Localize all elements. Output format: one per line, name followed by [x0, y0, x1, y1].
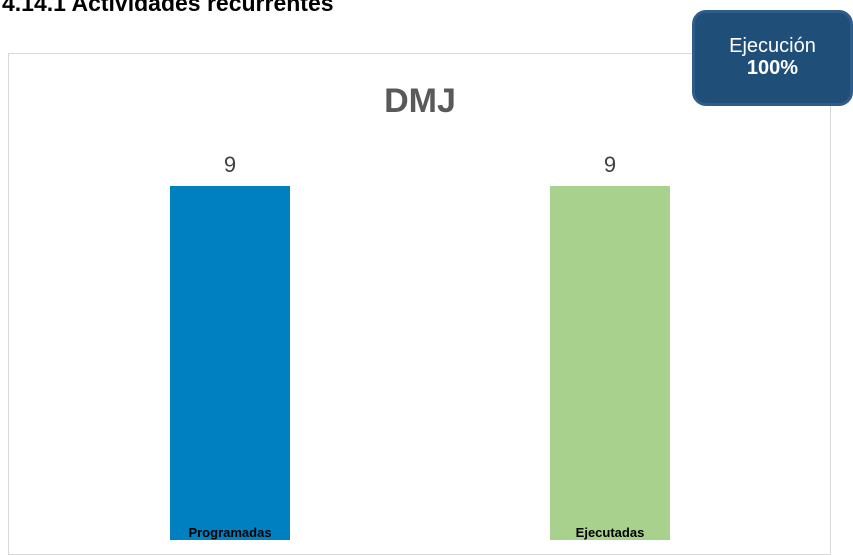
bar-chart: DMJ 9 Programadas 9 Ejecutadas [170, 82, 670, 540]
execution-badge-value: 100% [746, 57, 799, 79]
bar-ejecutadas [550, 186, 670, 540]
data-label-ejecutadas: 9 [604, 152, 616, 177]
bar-programadas [170, 186, 290, 540]
chart-title: DMJ [384, 82, 456, 120]
category-label-ejecutadas: Ejecutadas [576, 525, 645, 540]
category-label-programadas: Programadas [188, 525, 271, 540]
data-label-programadas: 9 [224, 152, 236, 177]
execution-badge: Ejecución 100% [692, 10, 853, 106]
bars-layer: 9 Programadas 9 Ejecutadas [170, 152, 670, 540]
section-heading: 4.14.1 Actividades recurrentes [2, 0, 334, 16]
execution-badge-label: Ejecución [729, 35, 816, 57]
chart-frame [8, 53, 831, 555]
